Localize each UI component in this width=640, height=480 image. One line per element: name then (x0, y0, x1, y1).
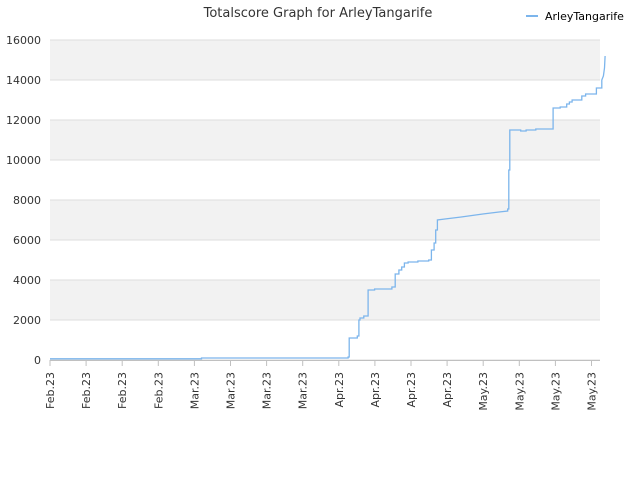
y-tick-label: 10000 (6, 154, 41, 167)
x-tick-label: Apr.23 (441, 372, 454, 408)
series-line-arleytangarife (50, 55, 606, 360)
grid-band (50, 120, 600, 160)
grid-band (50, 320, 600, 360)
legend-label-arleytangarife: ArleyTangarife (545, 10, 624, 23)
x-tick-label: May.23 (477, 372, 490, 411)
x-tick-label: Feb.23 (44, 372, 57, 409)
x-axis-ticks: Feb.23 Feb.23 Feb.23 Feb.23 Mar.23 Mar.23 Mar.… (44, 360, 599, 411)
series-layer (50, 55, 606, 360)
x-tick-label: Feb.23 (116, 372, 129, 409)
y-tick-label: 4000 (13, 274, 41, 287)
grid-band (50, 240, 600, 280)
x-tick-label: Mar.23 (188, 372, 201, 409)
x-tick-label: Mar.23 (261, 372, 274, 409)
x-tick-label: Feb.23 (80, 372, 93, 409)
y-tick-label: 6000 (13, 234, 41, 247)
x-tick-label: May.23 (513, 372, 526, 411)
x-tick-label: Mar.23 (225, 372, 238, 409)
x-tick-label: May.23 (586, 372, 599, 411)
y-tick-label: 16000 (6, 34, 41, 47)
grid-band (50, 200, 600, 240)
y-tick-label: 2000 (13, 314, 41, 327)
x-tick-label: Apr.23 (333, 372, 346, 408)
y-tick-label: 12000 (6, 114, 41, 127)
x-tick-label: Mar.23 (297, 372, 310, 409)
legend[interactable]: ArleyTangarife (526, 10, 624, 23)
chart-title: Totalscore Graph for ArleyTangarife (203, 6, 433, 21)
x-tick-label: Feb.23 (152, 372, 165, 409)
x-tick-label: Apr.23 (405, 372, 418, 408)
grid-band (50, 80, 600, 120)
grid-band (50, 160, 600, 200)
y-tick-label: 0 (34, 354, 41, 367)
y-tick-label: 8000 (13, 194, 41, 207)
grid-band (50, 280, 600, 320)
grid-band (50, 40, 600, 80)
x-tick-label: May.23 (549, 372, 562, 411)
y-tick-label: 14000 (6, 74, 41, 87)
x-tick-label: Apr.23 (369, 372, 382, 408)
y-axis-ticks: 0 2000 4000 6000 8000 10000 12000 14000 16000 (6, 34, 41, 367)
